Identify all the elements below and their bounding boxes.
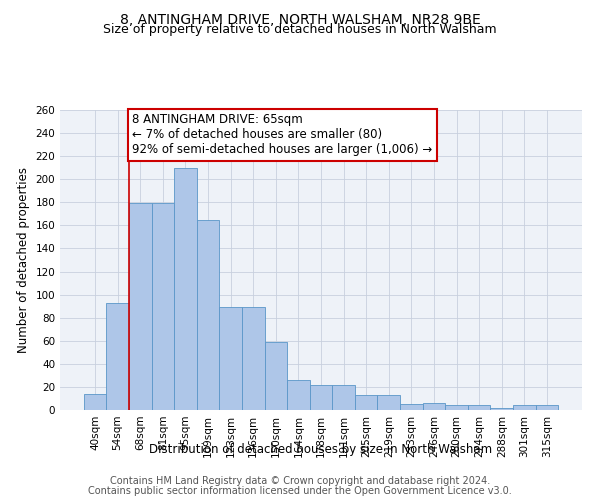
Bar — [174, 168, 197, 410]
Bar — [536, 406, 558, 410]
Bar — [265, 342, 287, 410]
Bar — [106, 302, 129, 410]
Y-axis label: Number of detached properties: Number of detached properties — [17, 167, 30, 353]
Text: Distribution of detached houses by size in North Walsham: Distribution of detached houses by size … — [149, 442, 493, 456]
Bar — [152, 204, 174, 410]
Bar — [422, 403, 445, 410]
Bar — [310, 384, 332, 410]
Bar — [197, 220, 220, 410]
Text: Contains public sector information licensed under the Open Government Licence v3: Contains public sector information licen… — [88, 486, 512, 496]
Bar — [377, 395, 400, 410]
Bar — [287, 380, 310, 410]
Text: Contains HM Land Registry data © Crown copyright and database right 2024.: Contains HM Land Registry data © Crown c… — [110, 476, 490, 486]
Bar — [220, 308, 242, 410]
Bar — [400, 404, 422, 410]
Bar — [490, 408, 513, 410]
Bar — [355, 395, 377, 410]
Bar — [445, 406, 468, 410]
Text: Size of property relative to detached houses in North Walsham: Size of property relative to detached ho… — [103, 22, 497, 36]
Bar — [332, 384, 355, 410]
Bar — [513, 406, 536, 410]
Text: 8, ANTINGHAM DRIVE, NORTH WALSHAM, NR28 9BE: 8, ANTINGHAM DRIVE, NORTH WALSHAM, NR28 … — [119, 12, 481, 26]
Bar — [242, 308, 265, 410]
Bar — [129, 204, 152, 410]
Bar — [468, 406, 490, 410]
Bar — [84, 394, 106, 410]
Text: 8 ANTINGHAM DRIVE: 65sqm
← 7% of detached houses are smaller (80)
92% of semi-de: 8 ANTINGHAM DRIVE: 65sqm ← 7% of detache… — [133, 114, 433, 156]
